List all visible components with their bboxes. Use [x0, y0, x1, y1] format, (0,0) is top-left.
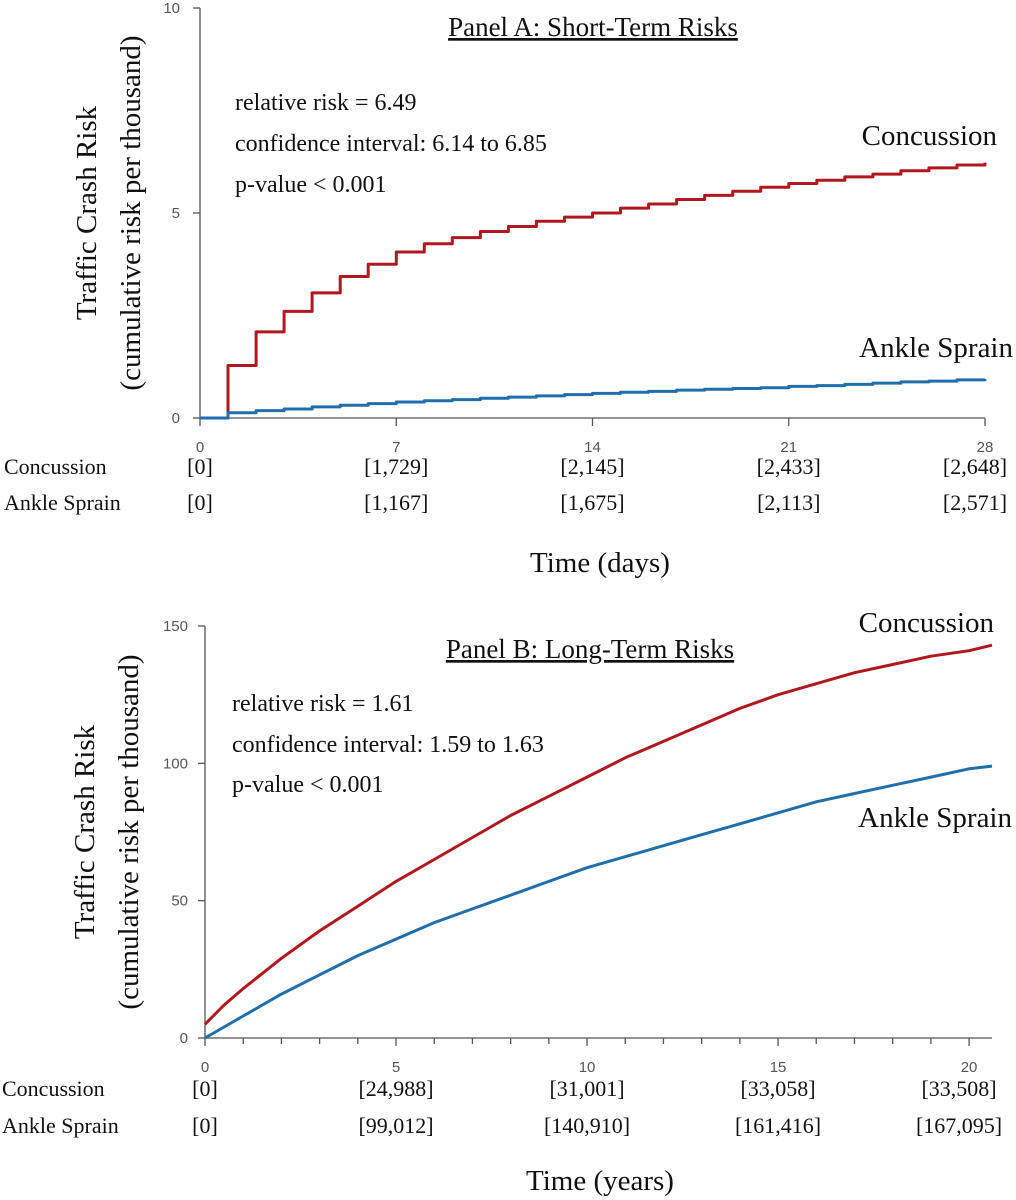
x-tick-label: 10	[579, 1059, 596, 1076]
y-tick-label: 0	[172, 410, 180, 427]
x-tick-label: 20	[961, 1059, 978, 1076]
x-axis-label: Time (days)	[530, 547, 670, 579]
at-risk-value: [2,571]	[943, 490, 1007, 515]
x-tick-label: 28	[977, 439, 994, 456]
at-risk-value: [2,433]	[757, 454, 821, 479]
at-risk-value: [0]	[192, 1076, 218, 1101]
at-risk-value: [2,648]	[943, 454, 1007, 479]
at-risk-row-label: Ankle Sprain	[2, 1113, 119, 1138]
at-risk-value: [0]	[187, 490, 213, 515]
at-risk-value: [33,508]	[921, 1076, 996, 1101]
at-risk-value: [2,145]	[560, 454, 624, 479]
at-risk-value: [1,729]	[364, 454, 428, 479]
series-line-ankle-sprain	[200, 378, 987, 420]
panel-a: Traffic Crash Risk (cumulative risk per …	[4, 0, 1013, 579]
stat-confidence-interval: confidence interval: 6.14 to 6.85	[235, 131, 547, 157]
y-tick-label: 150	[163, 618, 188, 635]
series-label-ankle-sprain: Ankle Sprain	[859, 332, 1013, 364]
series-line-ankle-sprain	[204, 764, 993, 1040]
x-tick-label: 14	[584, 439, 601, 456]
chart-title: Panel A: Short-Term Risks	[448, 12, 738, 42]
at-risk-value: [31,001]	[549, 1076, 624, 1101]
stat-relative-risk: relative risk = 1.61	[232, 691, 414, 717]
y-axis-sublabel: (cumulative risk per thousand)	[113, 654, 145, 1009]
at-risk-value: [167,095]	[916, 1113, 1002, 1138]
y-axis-sublabel: (cumulative risk per thousand)	[115, 35, 147, 390]
x-tick-label: 0	[196, 439, 204, 456]
y-tick-label: 10	[163, 0, 180, 17]
at-risk-value: [24,988]	[358, 1076, 433, 1101]
at-risk-value: [0]	[192, 1113, 218, 1138]
at-risk-value: [33,058]	[740, 1076, 815, 1101]
y-axis-label: Traffic Crash Risk	[71, 105, 103, 320]
series-label-ankle-sprain: Ankle Sprain	[858, 802, 1012, 834]
x-tick-label: 5	[392, 1059, 400, 1076]
chart-title: Panel B: Long-Term Risks	[446, 634, 734, 664]
panel-b: Traffic Crash Risk (cumulative risk per …	[2, 607, 1012, 1197]
y-tick-label: 100	[163, 755, 188, 772]
x-tick-label: 7	[392, 439, 400, 456]
series-label-concussion: Concussion	[859, 607, 995, 639]
at-risk-value: [2,113]	[757, 490, 820, 515]
y-tick-label: 0	[180, 1030, 188, 1047]
series-label-concussion: Concussion	[862, 120, 998, 152]
at-risk-row-label: Concussion	[2, 1076, 105, 1101]
y-axis-label: Traffic Crash Risk	[69, 724, 101, 939]
x-axis-label: Time (years)	[526, 1165, 674, 1197]
series-line-concussion	[203, 643, 993, 1026]
x-tick-label: 15	[770, 1059, 787, 1076]
stat-confidence-interval: confidence interval: 1.59 to 1.63	[232, 732, 544, 758]
stat-p-value: p-value < 0.001	[232, 772, 384, 798]
series-line-concussion	[200, 162, 987, 420]
at-risk-value: [161,416]	[735, 1113, 821, 1138]
at-risk-row-label: Ankle Sprain	[4, 490, 121, 515]
at-risk-value: [0]	[187, 454, 213, 479]
y-tick-label: 5	[172, 205, 180, 222]
at-risk-value: [140,910]	[544, 1113, 630, 1138]
at-risk-value: [1,167]	[364, 490, 428, 515]
at-risk-value: [99,012]	[358, 1113, 433, 1138]
at-risk-value: [1,675]	[560, 490, 624, 515]
y-tick-label: 50	[171, 893, 188, 910]
x-tick-label: 0	[201, 1059, 209, 1076]
stat-relative-risk: relative risk = 6.49	[235, 90, 417, 116]
stat-p-value: p-value < 0.001	[235, 172, 387, 198]
x-tick-label: 21	[780, 439, 797, 456]
at-risk-row-label: Concussion	[4, 454, 107, 479]
